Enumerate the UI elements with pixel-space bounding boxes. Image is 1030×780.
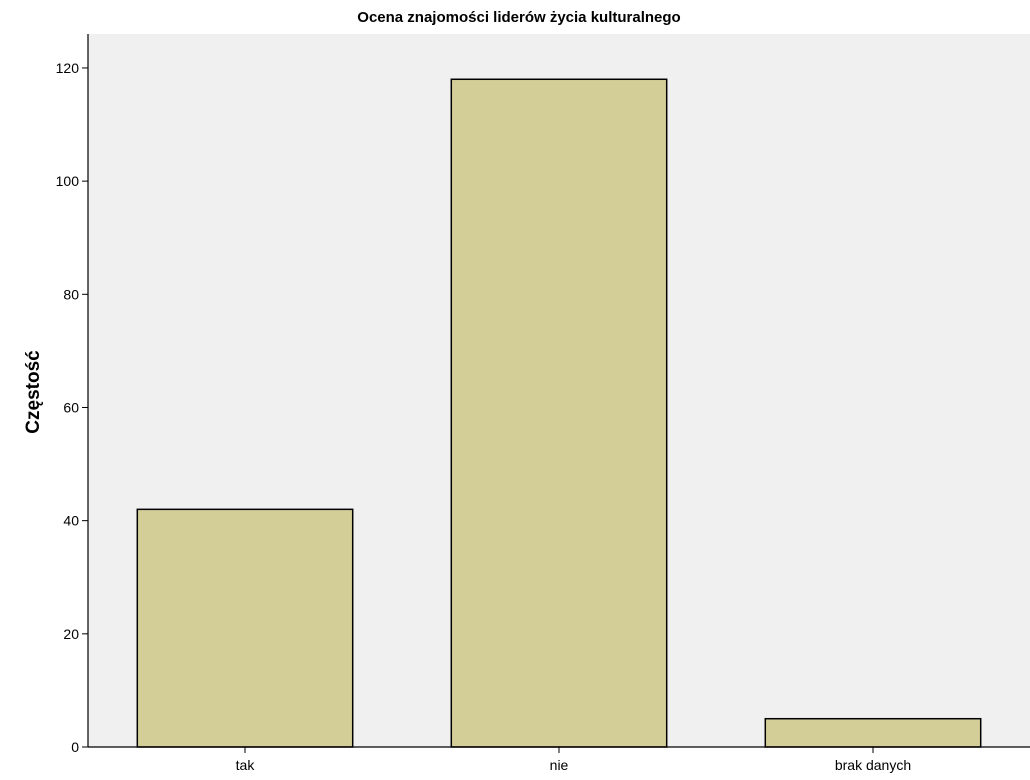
- bar-nie: [450, 78, 668, 748]
- y-tick-label: 120: [56, 60, 80, 76]
- bar-tak: [136, 508, 354, 748]
- y-tick-label: 60: [63, 399, 79, 415]
- y-axis-ticks: 0 20 40 60 80 100 120: [56, 60, 88, 755]
- y-tick-label: 40: [63, 513, 79, 529]
- y-axis-label: Częstość: [23, 350, 44, 434]
- bar-brak-danych: [764, 717, 982, 748]
- x-axis-categories: tak nie brak danych: [236, 747, 911, 773]
- x-category-label: tak: [236, 757, 256, 773]
- y-tick-label: 100: [56, 173, 80, 189]
- y-tick-label: 0: [71, 739, 79, 755]
- x-category-label: nie: [550, 757, 569, 773]
- x-category-label: brak danych: [835, 757, 911, 773]
- y-tick-label: 20: [63, 626, 79, 642]
- chart-title: Ocena znajomości liderów życia kulturaln…: [357, 9, 680, 26]
- y-tick-label: 80: [63, 286, 79, 302]
